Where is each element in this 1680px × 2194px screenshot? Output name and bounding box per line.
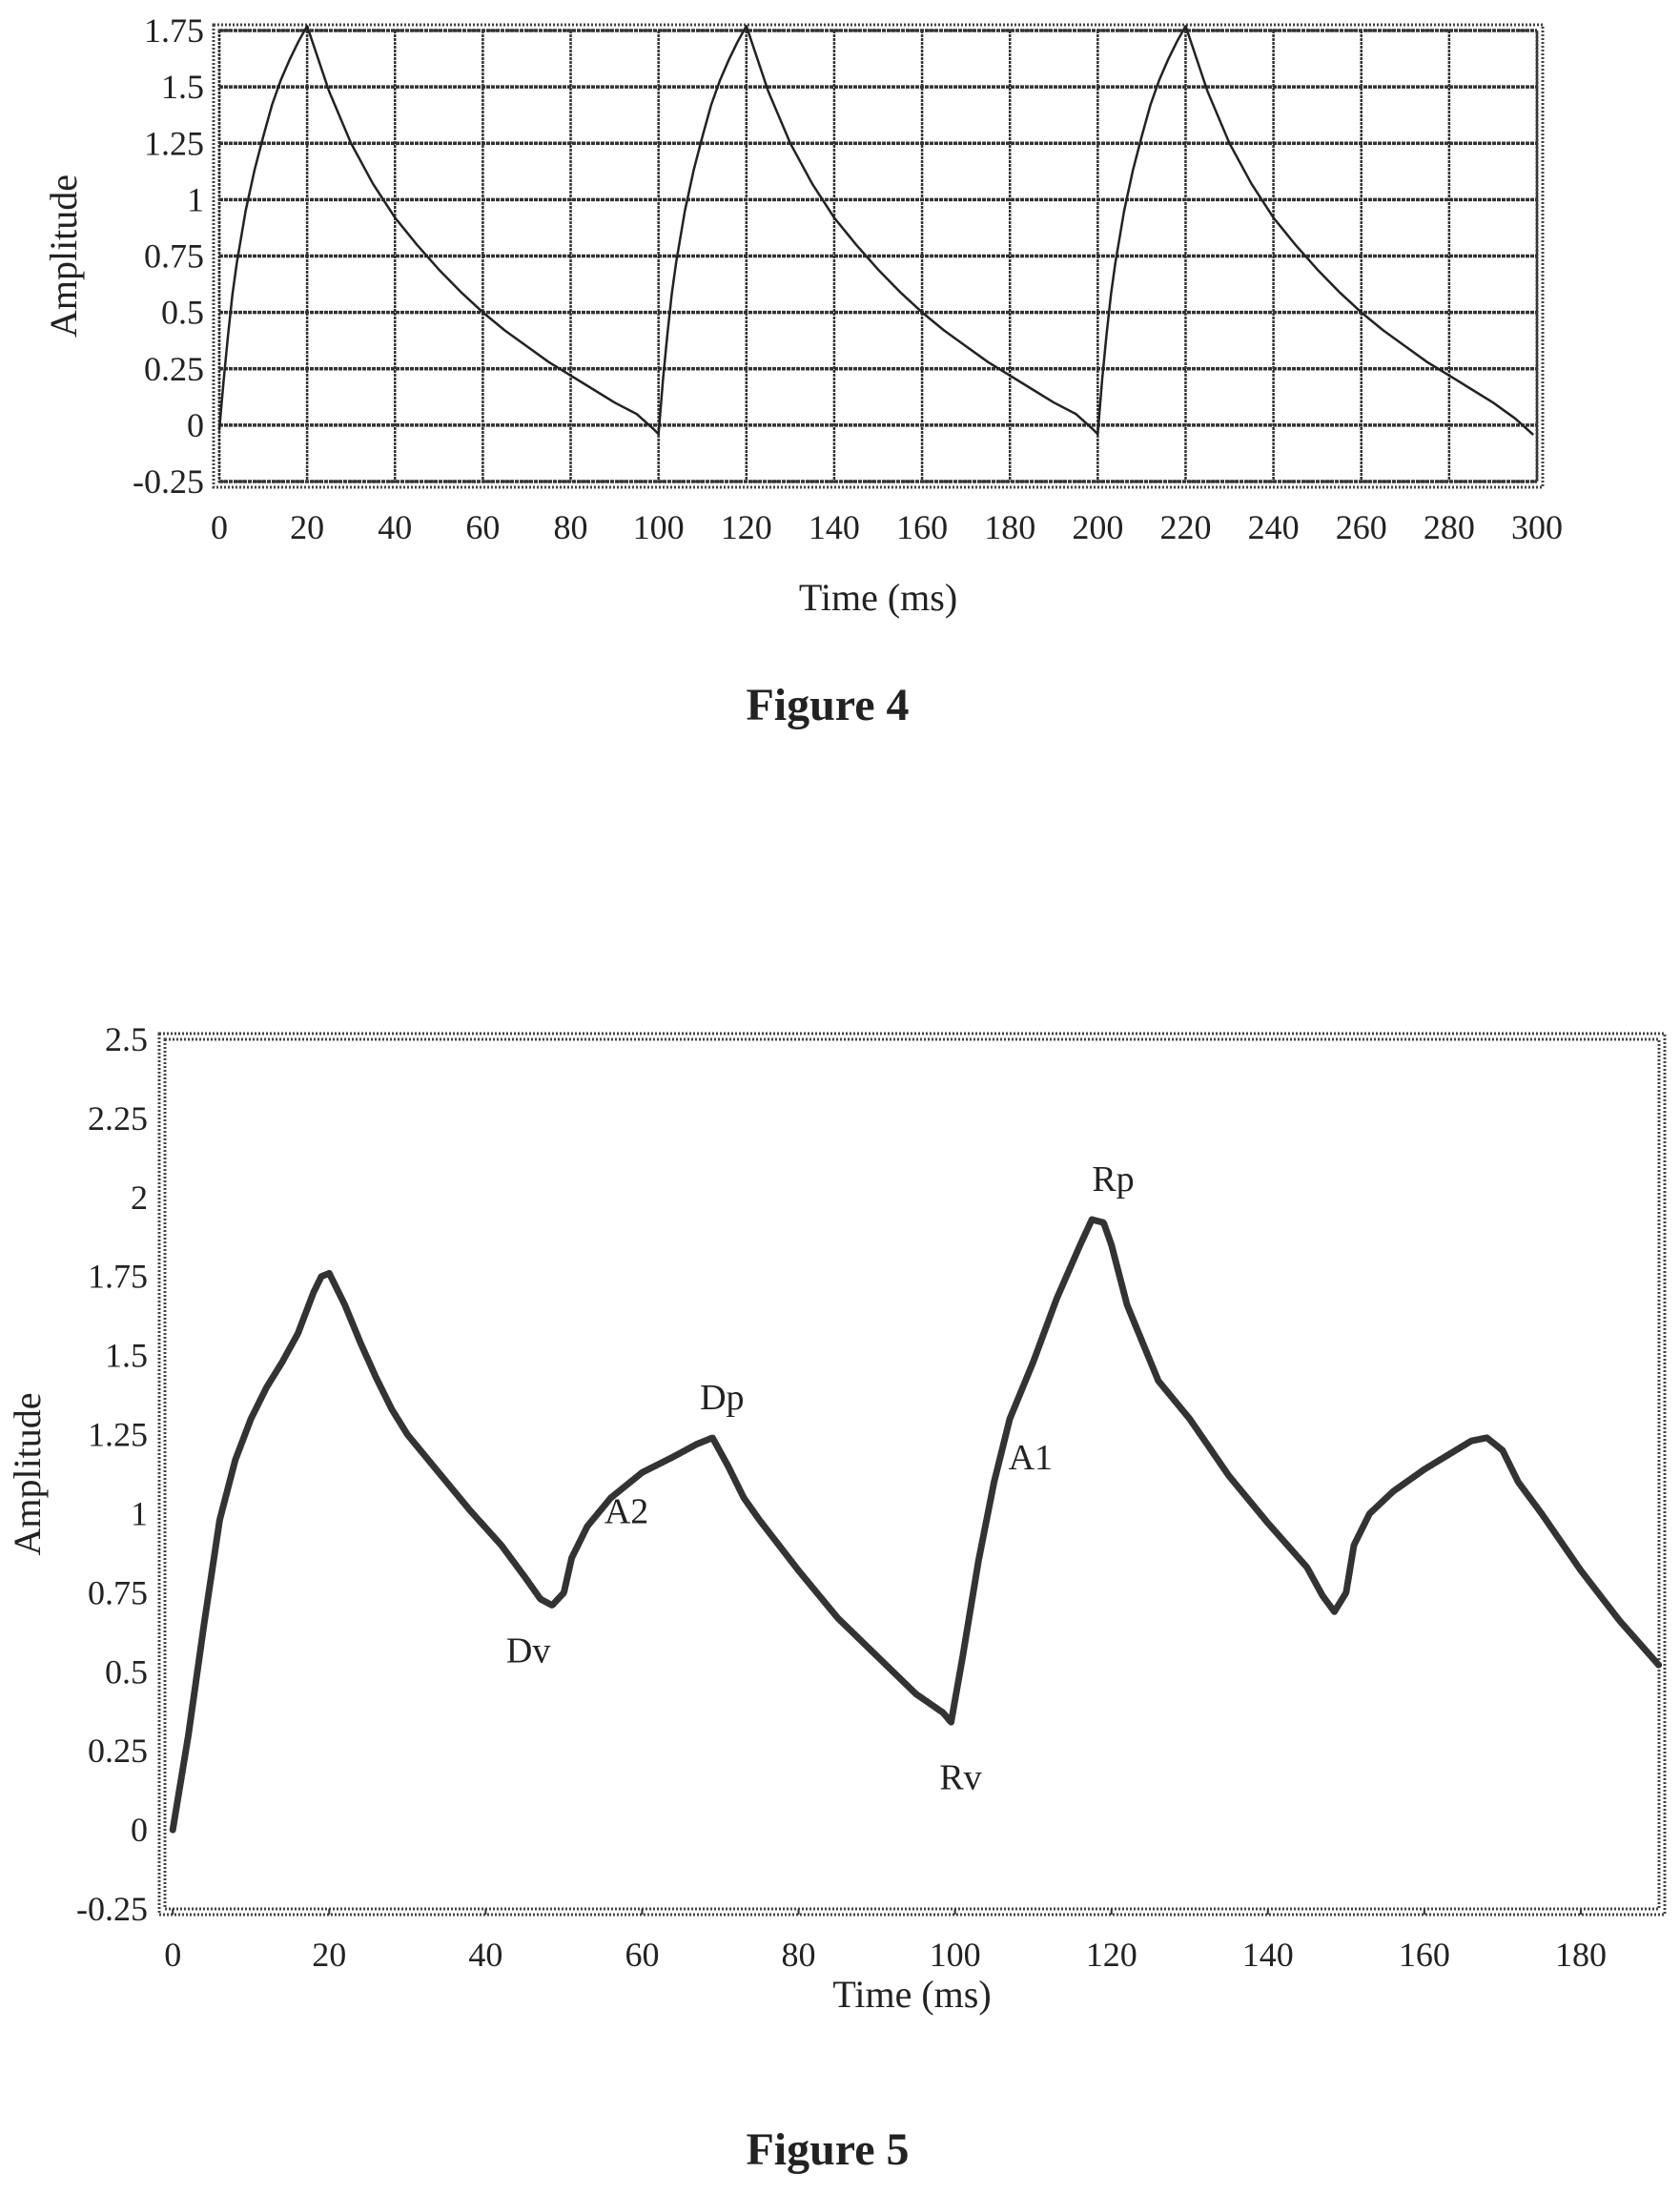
x-tick-label: 240 — [1248, 508, 1300, 546]
plot-frame — [163, 1037, 1661, 1911]
x-tick-label: 20 — [312, 1936, 346, 1974]
y-tick-label: 1.25 — [88, 1416, 148, 1454]
y-tick-label: 0 — [187, 406, 204, 444]
annotation-a2: A2 — [604, 1492, 648, 1532]
y-tick-label: 1.75 — [88, 1258, 148, 1296]
figure-5-chart: 0 20 40 60 80 100 120 140 160 180 2.5 2.25 2 1.75 1.5 1… — [6, 1020, 1667, 2174]
annotation-rv: Rv — [939, 1757, 981, 1797]
x-tick-label: 40 — [378, 508, 412, 546]
y-tick-label: 2.25 — [88, 1099, 148, 1138]
y-tick-label: 1 — [187, 180, 204, 218]
x-tick-label: 20 — [290, 508, 324, 546]
annotation-rp: Rp — [1092, 1159, 1134, 1200]
y-tick-label: 1.5 — [161, 68, 204, 106]
x-tick-label: 140 — [809, 508, 860, 546]
y-tick-label: -0.25 — [133, 462, 204, 501]
x-tick-label: 160 — [1399, 1936, 1450, 1974]
x-tick-label: 60 — [465, 508, 500, 546]
x-tick-label: 60 — [625, 1936, 659, 1974]
y-tick-label: 1.5 — [105, 1337, 148, 1375]
y-tick-label: 1 — [131, 1494, 148, 1532]
figure-4-chart: 0 20 40 60 80 100 120 140 160 180 200 220 240 260 280 3… — [42, 11, 1563, 730]
x-tick-label: 80 — [782, 1936, 816, 1974]
x-tick-label: 100 — [633, 508, 685, 546]
x-tick-label: 0 — [164, 1936, 181, 1974]
series-line — [217, 25, 1534, 436]
x-tick-label: 80 — [554, 508, 588, 546]
y-tick-label: 0.5 — [105, 1652, 148, 1691]
x-tick-label: 140 — [1242, 1936, 1294, 1974]
annotation-dp: Dp — [700, 1378, 744, 1418]
x-tick-label: 160 — [896, 508, 948, 546]
annotation-a1: A1 — [1009, 1438, 1053, 1478]
x-tick-label: 300 — [1511, 508, 1563, 546]
figure-caption: Figure 5 — [746, 2124, 909, 2174]
y-tick-label: 2 — [131, 1179, 148, 1217]
x-tick-label: 180 — [984, 508, 1035, 546]
x-tick-label: 120 — [721, 508, 772, 546]
y-tick-label: 1.75 — [144, 11, 204, 50]
x-axis-title: Time (ms) — [832, 1973, 991, 2016]
x-tick-label: 0 — [211, 508, 228, 546]
x-axis-title: Time (ms) — [799, 576, 957, 619]
y-tick-label: 1.25 — [144, 124, 204, 162]
x-tick-label: 200 — [1072, 508, 1123, 546]
x-tick-label: 100 — [930, 1936, 981, 1974]
x-tick-label: 260 — [1336, 508, 1387, 546]
series-line — [169, 1216, 1663, 1834]
x-tick-label: 220 — [1159, 508, 1211, 546]
y-tick-label: 0.25 — [144, 350, 204, 388]
x-tick-label: 40 — [468, 1936, 502, 1974]
plot-frame-outer — [157, 1032, 1667, 1917]
y-tick-label: 0.75 — [88, 1573, 148, 1611]
y-tick-label: 0.75 — [144, 237, 204, 276]
y-tick-label: 2.5 — [105, 1020, 148, 1058]
y-axis-title: Amplitude — [6, 1392, 49, 1555]
x-tick-label: 120 — [1086, 1936, 1137, 1974]
figure-caption: Figure 4 — [746, 680, 909, 730]
y-tick-label: -0.25 — [76, 1890, 148, 1928]
annotation-dv: Dv — [506, 1631, 550, 1671]
y-tick-label: 0.5 — [161, 294, 204, 332]
y-tick-label: 0.25 — [88, 1732, 148, 1770]
y-axis-title: Amplitude — [42, 174, 85, 338]
x-tick-label: 280 — [1424, 508, 1475, 546]
x-tick-label: 180 — [1555, 1936, 1607, 1974]
y-tick-label: 0 — [131, 1811, 148, 1849]
plot-frame-outer — [212, 23, 1545, 489]
